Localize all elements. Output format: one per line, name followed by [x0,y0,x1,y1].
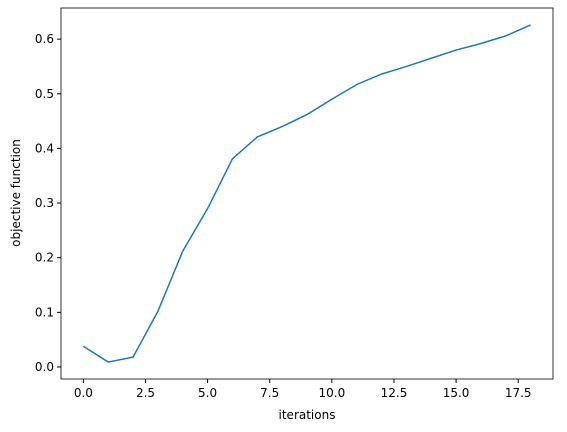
x-tick-label: 12.5 [381,386,408,400]
x-axis-label: iterations [279,408,336,422]
y-axis-label: objective function [9,139,23,247]
x-tick-label: 17.5 [505,386,532,400]
axes-frame [60,7,554,380]
y-tick-label: 0.1 [35,305,54,319]
y-tick-label: 0.6 [35,32,54,46]
x-tick-label: 2.5 [136,386,155,400]
line [82,24,531,363]
y-tick-label: 0.0 [35,360,54,374]
y-tick-label: 0.4 [35,141,54,155]
x-tick-label: 15.0 [443,386,470,400]
y-tick-label: 0.3 [35,196,54,210]
y-tick-label: 0.5 [35,87,54,101]
x-tick-label: 5.0 [198,386,217,400]
x-tick-label: 0.0 [74,386,93,400]
y-tick-label: 0.2 [35,251,54,265]
x-tick-label: 10.0 [318,386,345,400]
x-tick-label: 7.5 [260,386,279,400]
